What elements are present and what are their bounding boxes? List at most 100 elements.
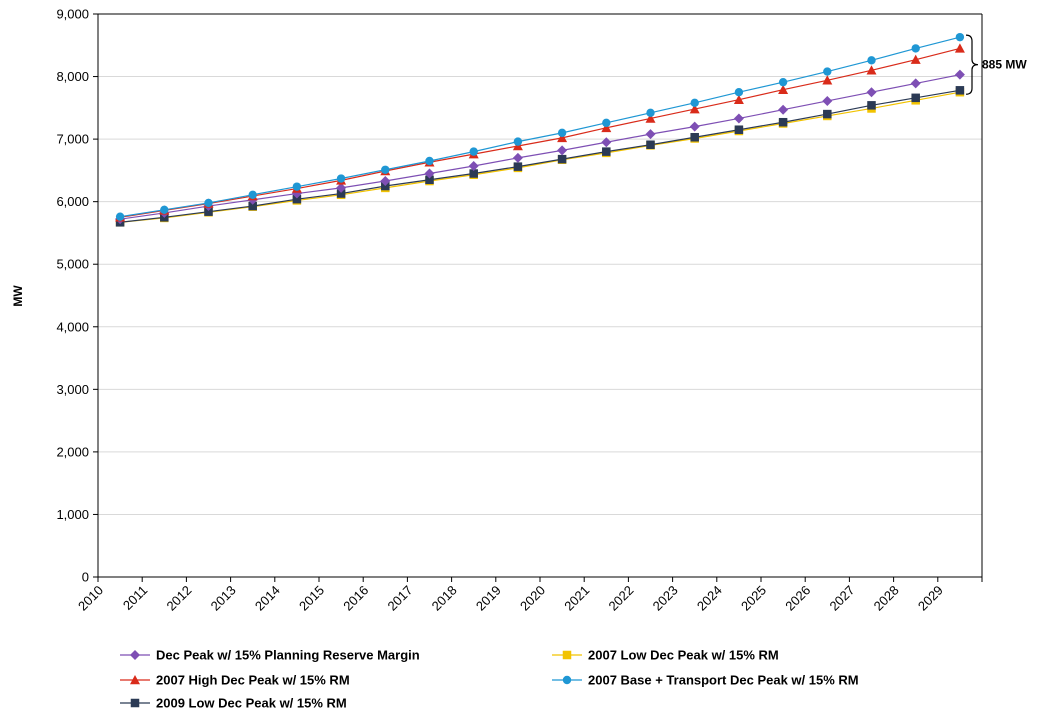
- y-axis-label: MW: [11, 285, 25, 307]
- data-point: [822, 75, 833, 85]
- legend-label: 2007 Low Dec Peak w/ 15% RM: [588, 648, 779, 663]
- series-line: [120, 89, 961, 223]
- y-tick-label: 3,000: [56, 382, 89, 397]
- bracket: [965, 34, 979, 95]
- x-tick-label: 2028: [871, 583, 902, 614]
- y-tick-label: 6,000: [56, 194, 89, 209]
- legend-item-4: 2007 Base + Transport Dec Peak w/ 15% RM: [552, 673, 859, 688]
- data-point: [601, 122, 612, 133]
- data-point: [557, 154, 567, 164]
- data-point: [381, 165, 390, 174]
- data-point: [778, 77, 788, 87]
- data-point: [645, 129, 656, 140]
- data-point: [778, 104, 789, 115]
- y-tick-label: 4,000: [56, 319, 89, 334]
- legend: Dec Peak w/ 15% Planning Reserve Margin 2…: [120, 648, 859, 711]
- data-point: [602, 147, 611, 156]
- data-point: [954, 69, 965, 80]
- legend-marker: [130, 675, 140, 685]
- data-point: [601, 137, 612, 148]
- x-tick-label: 2017: [384, 583, 415, 614]
- y-tick-label: 9,000: [56, 7, 89, 22]
- series-1: [115, 69, 965, 225]
- y-tick-labels: 0 1,000 2,000 3,000 4,000 5,000 6,000 7,000 8,00…: [56, 7, 89, 585]
- x-tick-labels: 2010 2011 2012 2013 2014 2015 2016 2017 2018 2019…: [75, 583, 946, 614]
- x-tick-label: 2011: [120, 583, 150, 613]
- data-point: [204, 207, 213, 216]
- series-line: [120, 74, 961, 220]
- data-point: [381, 181, 390, 191]
- data-point: [557, 128, 567, 138]
- annotation-label: 885 MW: [982, 58, 1027, 72]
- legend-label: 2009 Low Dec Peak w/ 15% RM: [156, 696, 347, 711]
- data-point: [733, 113, 744, 124]
- x-tick-label: 2021: [561, 583, 592, 614]
- axes: [93, 13, 983, 582]
- data-point: [425, 156, 434, 166]
- data-point: [911, 44, 920, 53]
- y-tick-label: 8,000: [56, 69, 89, 84]
- x-tick-label: 2023: [650, 583, 681, 614]
- data-point: [867, 56, 876, 65]
- data-point: [646, 140, 655, 149]
- data-point: [645, 113, 656, 123]
- data-point: [160, 205, 169, 214]
- legend-label: 2007 High Dec Peak w/ 15% RM: [156, 673, 350, 688]
- data-point: [248, 190, 257, 199]
- data-point: [292, 194, 302, 204]
- data-point: [734, 87, 744, 97]
- data-point: [292, 182, 302, 191]
- x-tick-label: 2019: [473, 583, 504, 614]
- series-2: [115, 87, 965, 227]
- legend-marker: [562, 675, 572, 685]
- legend-item-2: 2007 Low Dec Peak w/ 15% RM: [552, 648, 779, 663]
- data-point: [690, 132, 699, 142]
- x-tick-label: 2026: [782, 583, 813, 614]
- legend-item-5: 2009 Low Dec Peak w/ 15% RM: [120, 696, 347, 711]
- data-point: [468, 161, 479, 172]
- series-line: [120, 91, 961, 223]
- y-tick-label: 2,000: [56, 444, 89, 459]
- data-point: [336, 174, 346, 183]
- data-point: [425, 175, 434, 185]
- data-point: [380, 176, 391, 187]
- series-5: [115, 86, 965, 227]
- data-point: [733, 94, 744, 104]
- gridlines: [98, 13, 982, 515]
- series-4: [115, 32, 965, 221]
- data-point: [512, 152, 523, 163]
- annotation-bracket: 885 MW: [965, 34, 1027, 95]
- data-point: [602, 118, 611, 128]
- data-point: [955, 86, 965, 95]
- data-point: [778, 84, 789, 94]
- series-line: [120, 36, 961, 218]
- legend-marker: [562, 650, 572, 660]
- series-3: [115, 43, 965, 222]
- x-tick-label: 2018: [429, 583, 460, 614]
- data-point: [867, 101, 876, 110]
- legend-item-3: 2007 High Dec Peak w/ 15% RM: [120, 673, 350, 688]
- data-point: [823, 109, 832, 119]
- data-point: [911, 93, 920, 103]
- x-tick-label: 2014: [252, 583, 283, 614]
- data-point: [336, 182, 347, 193]
- data-point: [823, 67, 832, 76]
- data-point: [557, 132, 568, 143]
- y-tick-label: 7,000: [56, 132, 89, 147]
- data-point: [513, 137, 523, 146]
- x-tick-label: 2025: [738, 583, 769, 614]
- x-tick-label: 2012: [163, 583, 194, 614]
- data-point: [513, 162, 523, 171]
- data-point: [248, 201, 257, 211]
- data-point: [424, 168, 435, 179]
- x-tick-label: 2022: [605, 583, 636, 614]
- data-point: [204, 198, 213, 208]
- x-tick-label: 2029: [915, 583, 946, 614]
- legend-label: 2007 Base + Transport Dec Peak w/ 15% RM: [588, 673, 859, 688]
- series-line: [120, 47, 961, 218]
- data-point: [646, 108, 655, 118]
- data-point: [115, 212, 125, 221]
- data-point: [336, 189, 346, 198]
- data-point: [910, 78, 921, 89]
